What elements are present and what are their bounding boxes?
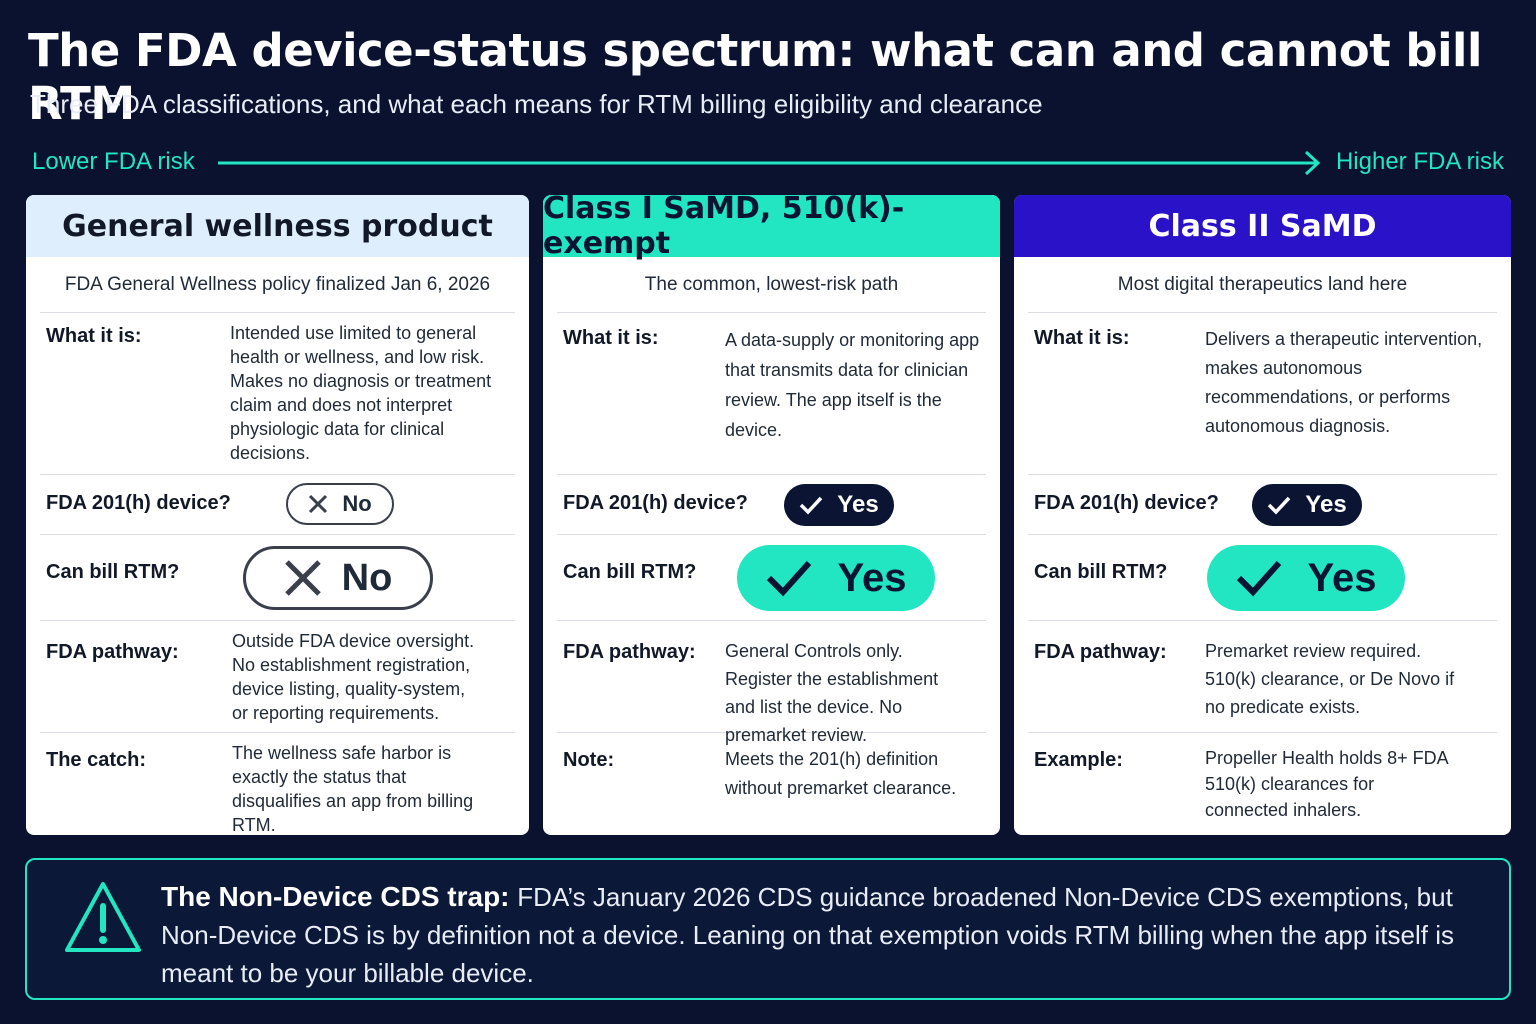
- row-device: FDA 201(h) device? Yes: [557, 475, 986, 535]
- card-class-i-samd: Class I SaMD, 510(k)-exempt The common, …: [543, 195, 1000, 835]
- row-extra: Note: Meets the 201(h) definition withou…: [557, 733, 986, 833]
- row-what-it-is: What it is: Intended use limited to gene…: [40, 313, 515, 475]
- page-title: The FDA device-status spectrum: what can…: [28, 24, 1482, 130]
- x-icon: [284, 560, 321, 596]
- check-icon: [1236, 560, 1281, 597]
- row-label: The catch:: [46, 749, 147, 771]
- row-pathway: FDA pathway: Premarket review required. …: [1028, 621, 1497, 733]
- page-subtitle: Three FDA classifications, and what each…: [30, 89, 1043, 119]
- card-class-ii-samd: Class II SaMD Most digital therapeutics …: [1014, 195, 1511, 835]
- row-label: Can bill RTM?: [46, 561, 180, 583]
- row-pathway: FDA pathway: General Controls only. Regi…: [557, 621, 986, 745]
- row-label: Can bill RTM?: [1034, 561, 1168, 583]
- billing-status-badge: Yes: [1207, 545, 1405, 611]
- device-status-badge: No: [286, 483, 394, 525]
- card-title: Class I SaMD, 510(k)-exempt: [543, 195, 1000, 261]
- trap-body: FDA’s January 2026 CDS guidance broadene…: [161, 882, 1454, 988]
- card-subtitle: The common, lowest-risk path: [557, 257, 986, 313]
- device-status-badge: Yes: [784, 484, 894, 526]
- billing-status-badge: Yes: [737, 545, 935, 611]
- row-label: FDA 201(h) device?: [46, 492, 231, 514]
- row-value: General Controls only. Register the esta…: [725, 641, 939, 745]
- trap-title: The Non-Device CDS trap:: [161, 881, 518, 912]
- card-subtitle: Most digital therapeutics land here: [1028, 257, 1497, 313]
- row-label: Can bill RTM?: [563, 561, 697, 583]
- row-extra: The catch: The wellness safe harbor is e…: [40, 733, 515, 835]
- card-subtitle: FDA General Wellness policy finalized Ja…: [40, 257, 515, 313]
- row-value: Intended use limited to general health o…: [230, 323, 492, 463]
- row-device: FDA 201(h) device? Yes: [1028, 475, 1497, 535]
- row-label: FDA 201(h) device?: [563, 492, 748, 514]
- row-label: What it is:: [46, 325, 142, 347]
- row-value: Premarket review required. 510(k) cleara…: [1205, 641, 1455, 717]
- row-label: FDA pathway:: [1034, 641, 1167, 663]
- device-status-badge: Yes: [1252, 484, 1362, 526]
- trap-text: The Non-Device CDS trap: FDA’s January 2…: [161, 878, 1469, 992]
- badge-label: Yes: [1305, 491, 1347, 518]
- row-can-bill: Can bill RTM? Yes: [557, 535, 986, 621]
- card-title: Class II SaMD: [1014, 195, 1511, 257]
- risk-low-label: Lower FDA risk: [32, 148, 195, 175]
- row-value: The wellness safe harbor is exactly the …: [232, 743, 474, 835]
- row-value: Meets the 201(h) definition without prem…: [725, 749, 957, 798]
- row-extra: Example: Propeller Health holds 8+ FDA 5…: [1028, 733, 1497, 833]
- row-value: A data-supply or monitoring app that tra…: [725, 330, 980, 440]
- badge-label: No: [341, 556, 393, 599]
- row-label: Example:: [1034, 749, 1123, 771]
- x-icon: [309, 494, 328, 514]
- cds-trap-callout: The Non-Device CDS trap: FDA’s January 2…: [25, 858, 1511, 1000]
- risk-scale: Lower FDA risk Higher FDA risk: [32, 146, 1504, 182]
- billing-status-badge: No: [243, 546, 433, 610]
- row-device: FDA 201(h) device? No: [40, 475, 515, 535]
- row-value: Delivers a therapeutic intervention, mak…: [1205, 329, 1483, 436]
- row-value: Propeller Health holds 8+ FDA 510(k) cle…: [1205, 748, 1448, 820]
- row-what-it-is: What it is: Delivers a therapeutic inter…: [1028, 313, 1497, 475]
- check-icon: [800, 496, 823, 515]
- card-title: General wellness product: [26, 195, 529, 257]
- risk-arrow-icon: [218, 150, 1321, 176]
- row-label: FDA 201(h) device?: [1034, 492, 1219, 514]
- row-label: FDA pathway:: [563, 641, 696, 663]
- row-label: What it is:: [563, 327, 659, 349]
- badge-label: Yes: [837, 555, 907, 600]
- row-pathway: FDA pathway: Outside FDA device oversigh…: [40, 621, 515, 733]
- row-what-it-is: What it is: A data-supply or monitoring …: [557, 313, 986, 475]
- row-label: Note:: [563, 749, 615, 771]
- badge-label: Yes: [1307, 555, 1377, 600]
- row-label: FDA pathway:: [46, 641, 179, 663]
- badge-label: Yes: [837, 491, 879, 518]
- risk-high-label: Higher FDA risk: [1335, 148, 1504, 175]
- row-label: What it is:: [1034, 327, 1130, 349]
- row-can-bill: Can bill RTM? No: [40, 535, 515, 621]
- check-icon: [766, 560, 811, 597]
- row-can-bill: Can bill RTM? Yes: [1028, 535, 1497, 621]
- check-icon: [1268, 496, 1291, 515]
- row-value: Outside FDA device oversight. No establi…: [232, 631, 475, 723]
- warning-icon: [65, 882, 141, 952]
- badge-label: No: [342, 491, 372, 516]
- card-general-wellness: General wellness product FDA General Wel…: [26, 195, 529, 835]
